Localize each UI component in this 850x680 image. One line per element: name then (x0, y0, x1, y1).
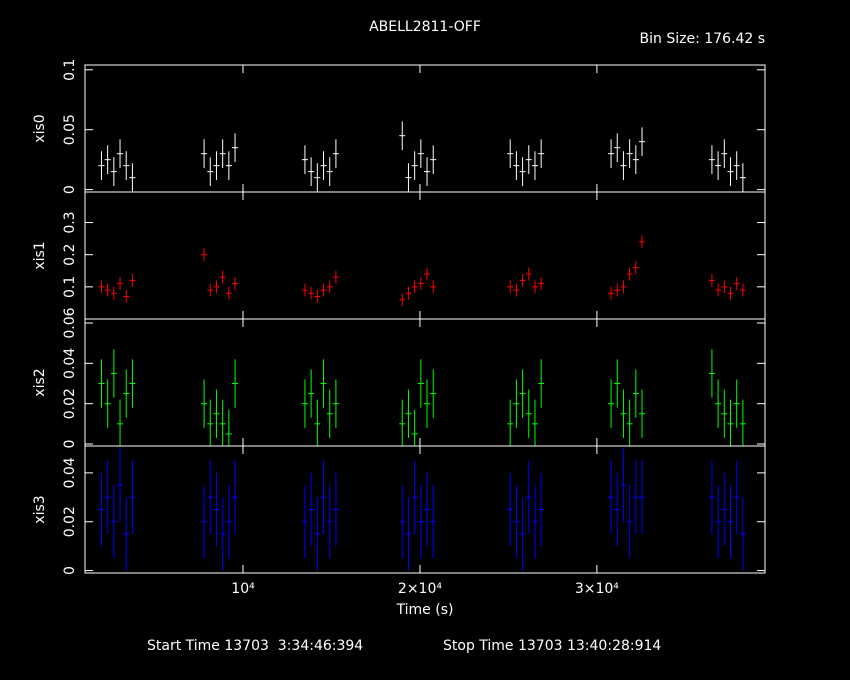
y-tick-label: 0.3 (62, 211, 78, 233)
series (98, 235, 746, 307)
y-tick-label: 0.05 (62, 114, 78, 145)
y-axis-label: xis3 (32, 495, 48, 523)
bin-size: Bin Size: 176.42 s (640, 31, 765, 47)
x-tick-label: 3×10⁴ (575, 581, 619, 597)
y-tick-label: 0.1 (62, 59, 78, 81)
panel-frame (84, 445, 766, 574)
series (98, 448, 746, 571)
y-tick-label: 0.06 (62, 307, 78, 338)
y-tick-label: 0 (62, 185, 78, 194)
chart-title: ABELL2811-OFF (369, 19, 481, 35)
x-axis-label: Time (s) (396, 602, 454, 618)
y-tick-label: 0.1 (62, 276, 78, 298)
series (98, 349, 746, 446)
series (98, 121, 746, 192)
y-tick-label: 0.04 (62, 457, 78, 488)
y-tick-label: 0 (62, 440, 78, 449)
y-axis-label: xis0 (32, 114, 48, 142)
start-time: Start Time 13703 3:34:46:394 (147, 638, 363, 654)
y-tick-label: 0.04 (62, 348, 78, 379)
y-tick-label: 0.2 (62, 244, 78, 266)
x-tick-label: 2×10⁴ (398, 581, 442, 597)
y-axis-label: xis2 (32, 368, 48, 396)
x-tick-label: 10⁴ (231, 581, 255, 597)
y-tick-label: 0.02 (62, 388, 78, 419)
stop-time: Stop Time 13703 13:40:28:914 (443, 638, 661, 654)
y-tick-label: 0.02 (62, 506, 78, 537)
y-tick-label: 0 (62, 566, 78, 575)
y-axis-label: xis1 (32, 241, 48, 269)
